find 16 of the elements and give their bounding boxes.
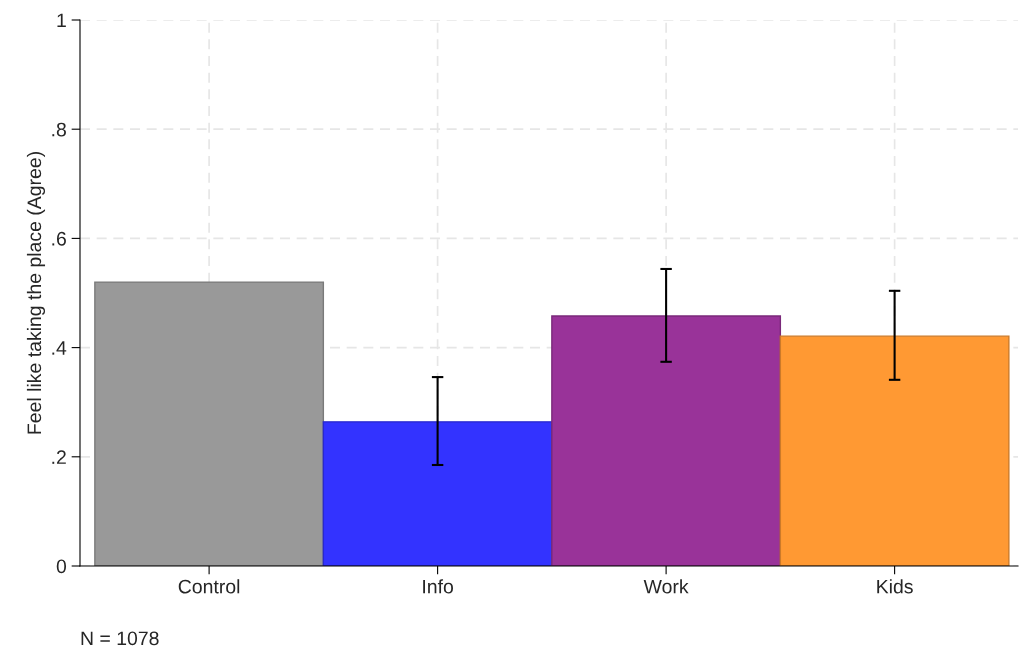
text: N = 1078 (81, 631, 159, 646)
x-tick-label: Info (423, 579, 454, 594)
bar (322, 421, 553, 566)
y-axis-title: Feel like taking the place (Agree) (26, 152, 46, 434)
bar (779, 335, 1010, 566)
x-tick-label: Control (178, 579, 240, 594)
x-tick-label: Kids (877, 579, 913, 594)
x-tick-label: Work (643, 579, 689, 594)
y-tick-label: .4 (52, 341, 67, 355)
y-tick-label: .6 (52, 231, 66, 246)
bar (551, 315, 782, 566)
y-tick-label: .2 (52, 450, 66, 464)
bar (94, 281, 325, 566)
y-tick-label: 1 (57, 13, 66, 28)
y-tick-label: 0 (56, 559, 67, 574)
y-tick-label: .8 (52, 122, 66, 137)
